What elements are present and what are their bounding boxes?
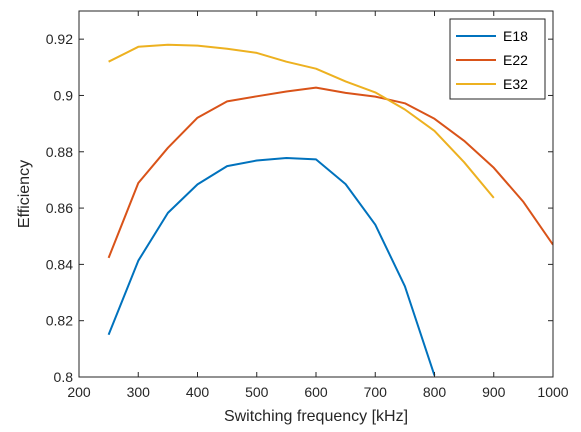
y-tick-label: 0.86: [46, 200, 73, 216]
y-tick-label: 0.88: [46, 144, 73, 160]
x-axis-label: Switching frequency [kHz]: [224, 408, 408, 425]
tick-layer: 200 300 400 500 600 700 800 900 1000 0.8 0.82 0.84 0…: [46, 11, 569, 400]
series-layer: [107, 43, 553, 376]
y-tick-label: 0.84: [46, 256, 73, 272]
x-tick-label: 300: [127, 384, 151, 400]
x-tick-label: 900: [482, 384, 506, 400]
legend: E18 E22 E32: [449, 18, 546, 100]
y-tick-label: 0.8: [54, 369, 74, 385]
legend-label-e18: E18: [503, 28, 528, 44]
series-line-e22: [107, 86, 553, 259]
x-tick-label: 400: [186, 384, 210, 400]
y-tick-label: 0.9: [54, 87, 74, 103]
x-tick-label: 600: [304, 384, 328, 400]
x-tick-label: 1000: [537, 384, 568, 400]
x-tick-label: 800: [423, 384, 447, 400]
y-axis-label: Efficiency: [16, 160, 33, 228]
legend-label-e32: E32: [503, 76, 528, 92]
y-tick-label: 0.92: [46, 31, 73, 47]
x-tick-label: 200: [67, 384, 91, 400]
y-tick-label: 0.82: [46, 313, 73, 329]
series-line-e32: [108, 43, 495, 199]
x-tick-label: 700: [364, 384, 388, 400]
x-tick-label: 500: [245, 384, 269, 400]
series-line-e18: [107, 157, 436, 376]
legend-label-e22: E22: [503, 52, 528, 68]
